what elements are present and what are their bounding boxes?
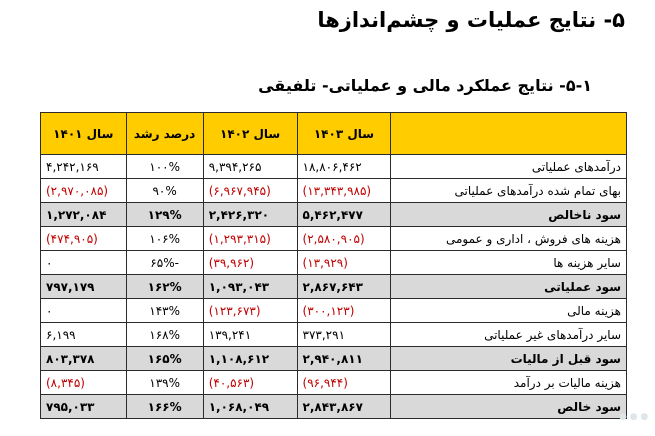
cell-growth: ۱۶۶% (125, 394, 204, 419)
cell-year-1403: ۲,۸۶۷,۶۴۳ (296, 274, 392, 299)
cell-year-1403: ۳۷۳,۲۹۱ (296, 322, 392, 347)
cell-year-1401: ۴,۲۴۲,۱۶۹ (40, 154, 127, 179)
table-row: بهای تمام شده درآمدهای عملیاتی (۱۳,۳۴۳,۹۸… (40, 178, 627, 203)
cell-year-1402: ۱,۰۹۳,۰۴۳ (202, 274, 298, 299)
cell-year-1403: (۱۳,۳۴۳,۹۸۵) (296, 178, 392, 203)
row-label: هزینه های فروش ، اداری و عمومی (390, 226, 627, 251)
cell-year-1401: ۰ (40, 250, 127, 275)
cell-year-1402: ۱,۰۶۸,۰۴۹ (202, 394, 298, 419)
cell-year-1402: (۱۲۳,۶۷۳) (202, 298, 298, 323)
cell-year-1402: ۲,۴۲۶,۳۲۰ (202, 202, 298, 227)
table-row: هزینه مالیات بر درآمد (۹۶,۹۴۴) (۴۰,۵۶۳) ۱۳۹… (40, 370, 627, 395)
row-label: سود ناخالص (390, 202, 627, 227)
cell-growth: ۱۰۶% (125, 226, 204, 251)
table-row: سایر هزینه ها (۱۳,۹۲۹) (۳۹,۹۶۲) -۶۵% ۰ (40, 250, 627, 275)
row-label: درآمدهای عملیاتی (390, 154, 627, 179)
cell-year-1402: (۱,۲۹۳,۳۱۵) (202, 226, 298, 251)
cell-year-1403: (۲,۵۸۰,۹۰۵) (296, 226, 392, 251)
cell-year-1401: (۴۷۴,۹۰۵) (40, 226, 127, 251)
header-year-1402: سال ۱۴۰۲ (202, 112, 298, 155)
cell-growth: ۹۰% (125, 178, 204, 203)
cell-year-1401: ۷۹۵,۰۳۳ (40, 394, 127, 419)
financial-results-table: سال ۱۴۰۳ سال ۱۴۰۲ درصد رشد سال ۱۴۰۱ درآم… (40, 112, 627, 419)
row-label: سایر هزینه ها (390, 250, 627, 275)
table-row: هزینه مالی (۳۰۰,۱۲۳) (۱۲۳,۶۷۳) ۱۴۳% ۰ (40, 298, 627, 323)
cell-year-1401: ۰ (40, 298, 127, 323)
cell-growth: ۱۶۵% (125, 346, 204, 371)
cell-year-1403: ۲,۸۴۳,۸۶۷ (296, 394, 392, 419)
cell-year-1402: (۳۹,۹۶۲) (202, 250, 298, 275)
cell-year-1401: ۶,۱۹۹ (40, 322, 127, 347)
cell-year-1401: ۸۰۳,۳۷۸ (40, 346, 127, 371)
subsection-title: ۵-۱- نتایج عملکرد مالی و عملیاتی- تلفیقی (258, 76, 592, 95)
cell-growth: ۱۲۹% (125, 202, 204, 227)
cell-year-1403: ۲,۹۴۰,۸۱۱ (296, 346, 392, 371)
cell-year-1402: (۶,۹۶۷,۹۴۵) (202, 178, 298, 203)
row-label: سود خالص (390, 394, 627, 419)
cell-year-1403: (۱۳,۹۲۹) (296, 250, 392, 275)
table-row: سود خالص ۲,۸۴۳,۸۶۷ ۱,۰۶۸,۰۴۹ ۱۶۶% ۷۹۵,۰۳۳ (40, 394, 627, 419)
header-growth: درصد رشد (125, 112, 204, 155)
table-header-row: سال ۱۴۰۳ سال ۱۴۰۲ درصد رشد سال ۱۴۰۱ (40, 112, 627, 155)
table-row: سود قبل از مالیات ۲,۹۴۰,۸۱۱ ۱,۱۰۸,۶۱۲ ۱۶۵% ۸… (40, 346, 627, 371)
cell-growth: -۶۵% (125, 250, 204, 275)
header-year-1403: سال ۱۴۰۳ (296, 112, 392, 155)
cell-year-1402: (۴۰,۵۶۳) (202, 370, 298, 395)
table-row: سود ناخالص ۵,۴۶۲,۴۷۷ ۲,۴۲۶,۳۲۰ ۱۲۹% ۱,۲۷۲,۰۸… (40, 202, 627, 227)
cell-year-1402: ۱,۱۰۸,۶۱۲ (202, 346, 298, 371)
header-year-1401: سال ۱۴۰۱ (40, 112, 127, 155)
cell-year-1403: (۹۶,۹۴۴) (296, 370, 392, 395)
header-label (390, 112, 627, 155)
cell-year-1401: (۸,۳۴۵) (40, 370, 127, 395)
cell-year-1402: ۹,۳۹۴,۲۶۵ (202, 154, 298, 179)
cell-year-1401: (۲,۹۷۰,۰۸۵) (40, 178, 127, 203)
row-label: هزینه مالیات بر درآمد (390, 370, 627, 395)
cell-growth: ۱۶۲% (125, 274, 204, 299)
row-label: بهای تمام شده درآمدهای عملیاتی (390, 178, 627, 203)
row-label: هزینه مالی (390, 298, 627, 323)
section-title: ۵- نتایج عملیات و چشم‌اندازها (317, 8, 625, 32)
cell-year-1403: (۳۰۰,۱۲۳) (296, 298, 392, 323)
cell-year-1403: ۵,۴۶۲,۴۷۷ (296, 202, 392, 227)
cell-year-1402: ۱۳۹,۲۴۱ (202, 322, 298, 347)
table-row: سود عملیاتی ۲,۸۶۷,۶۴۳ ۱,۰۹۳,۰۴۳ ۱۶۲% ۷۹۷,۱۷۹ (40, 274, 627, 299)
cell-growth: ۱۴۳% (125, 298, 204, 323)
cell-growth: ۱۶۸% (125, 322, 204, 347)
row-label: سایر درآمدهای غیر عملیاتی (390, 322, 627, 347)
watermark-logo: ● ● ● (619, 412, 649, 422)
table-row: هزینه های فروش ، اداری و عمومی (۲,۵۸۰,۹۰۵… (40, 226, 627, 251)
row-label: سود قبل از مالیات (390, 346, 627, 371)
table-row: سایر درآمدهای غیر عملیاتی ۳۷۳,۲۹۱ ۱۳۹,۲۴۱ ۱… (40, 322, 627, 347)
cell-year-1401: ۷۹۷,۱۷۹ (40, 274, 127, 299)
row-label: سود عملیاتی (390, 274, 627, 299)
cell-growth: ۱۳۹% (125, 370, 204, 395)
cell-year-1401: ۱,۲۷۲,۰۸۴ (40, 202, 127, 227)
table-row: درآمدهای عملیاتی ۱۸,۸۰۶,۴۶۲ ۹,۳۹۴,۲۶۵ ۱۰۰% ۴… (40, 154, 627, 179)
cell-year-1403: ۱۸,۸۰۶,۴۶۲ (296, 154, 392, 179)
cell-growth: ۱۰۰% (125, 154, 204, 179)
